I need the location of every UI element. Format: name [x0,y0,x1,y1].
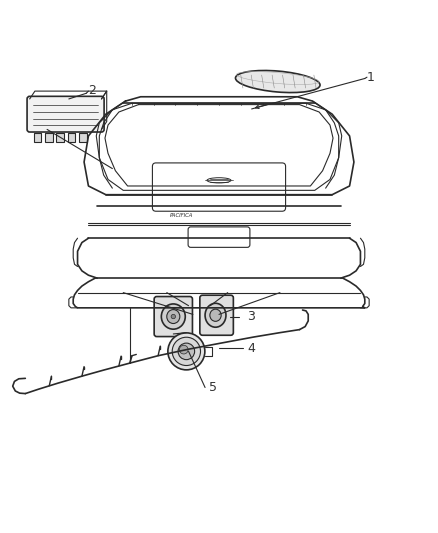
Ellipse shape [180,345,188,354]
Text: 5: 5 [209,381,217,394]
Ellipse shape [178,343,194,360]
Text: 1: 1 [367,71,375,84]
Ellipse shape [168,333,205,370]
Text: PACIFICA: PACIFICA [170,213,194,217]
Ellipse shape [205,303,226,327]
Ellipse shape [167,310,180,324]
FancyBboxPatch shape [154,296,192,336]
Ellipse shape [172,337,201,366]
Bar [45,133,53,142]
FancyBboxPatch shape [27,96,104,132]
Ellipse shape [236,70,320,93]
Ellipse shape [210,309,221,321]
Bar [79,133,87,142]
FancyBboxPatch shape [200,295,233,335]
Text: 2: 2 [88,84,96,96]
Bar [34,133,42,142]
Text: 3: 3 [247,310,255,323]
Ellipse shape [171,314,176,319]
Text: 4: 4 [247,342,255,355]
Bar [56,133,64,142]
Ellipse shape [161,304,185,329]
Bar [67,133,75,142]
